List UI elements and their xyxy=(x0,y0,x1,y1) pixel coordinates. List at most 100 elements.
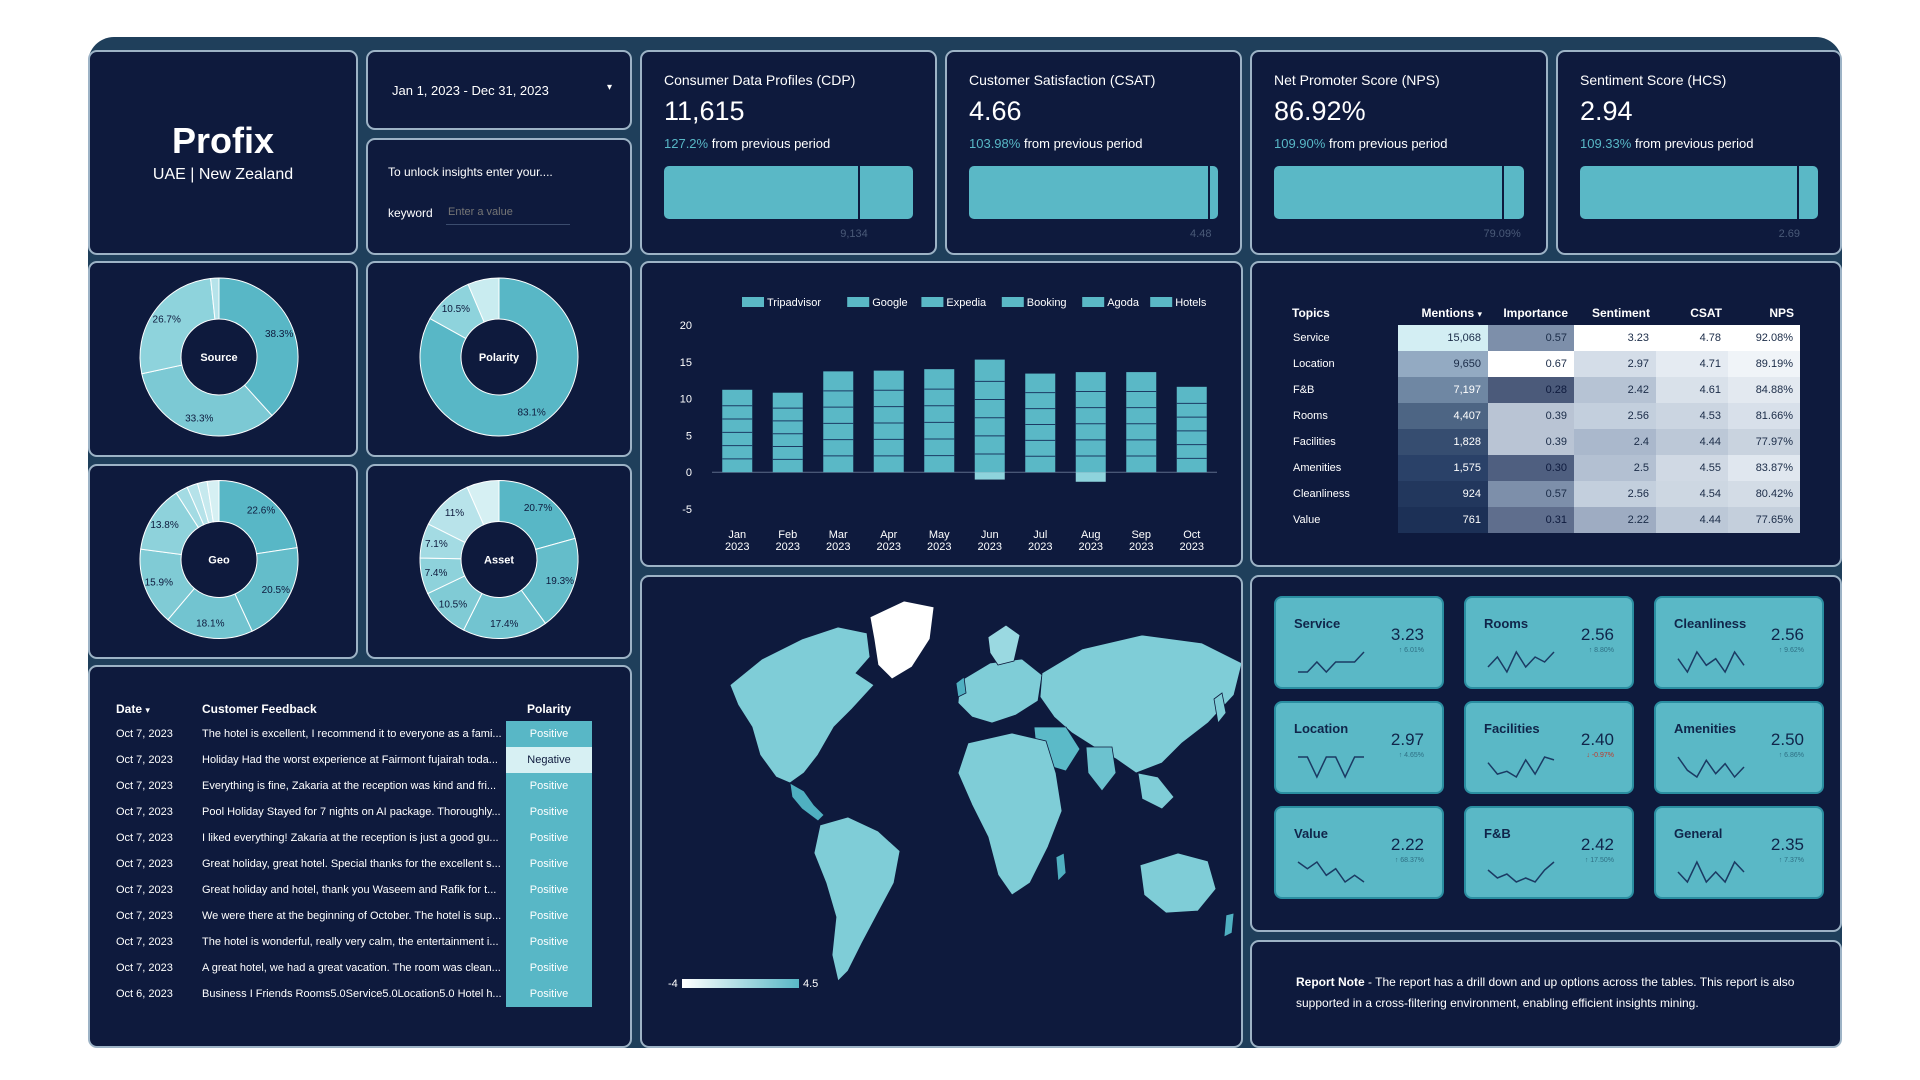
review-volume-chart[interactable]: Tripadvisor Google Expedia Booking Agoda Hote… xyxy=(642,263,1241,565)
nps-cell: 77.65% xyxy=(1728,507,1800,533)
donut-slice[interactable] xyxy=(218,277,299,417)
feedback-row[interactable]: Oct 7, 2023 The hotel is excellent, I rec… xyxy=(116,721,592,747)
donut-slice[interactable] xyxy=(498,479,576,550)
feedback-row[interactable]: Oct 7, 2023 Holiday Had the worst experie… xyxy=(116,747,592,773)
bar[interactable] xyxy=(1025,373,1056,473)
sparkline-line xyxy=(1487,650,1555,674)
topic-row[interactable]: Cleanliness 924 0.57 2.56 4.54 80.42% xyxy=(1286,481,1800,507)
bar[interactable] xyxy=(1176,386,1207,473)
kpi-change-text: from previous period xyxy=(1023,136,1143,151)
polarity-donut-card[interactable]: 83.1% 10.5% Polarity xyxy=(366,261,632,457)
donut-slice[interactable] xyxy=(218,479,298,555)
feedback-row[interactable]: Oct 7, 2023 Everything is fine, Zakaria a… xyxy=(116,773,592,799)
date-range-select[interactable]: Jan 1, 2023 - Dec 31, 2023 ▾ xyxy=(392,82,612,104)
kpi-change: 109.33% from previous period xyxy=(1580,136,1753,151)
col-feedback[interactable]: Customer Feedback xyxy=(202,702,317,716)
score-tile-facilities[interactable]: Facilities 2.40 ↓ -0.97% xyxy=(1464,701,1634,794)
bar-negative[interactable] xyxy=(1075,472,1106,482)
feedback-row[interactable]: Oct 7, 2023 The hotel is wonderful, reall… xyxy=(116,929,592,955)
feedback-row[interactable]: Oct 7, 2023 Pool Holiday Stayed for 7 nig… xyxy=(116,799,592,825)
legend-item[interactable]: Booking xyxy=(1027,297,1067,309)
bar[interactable] xyxy=(924,369,955,473)
score-tile-amenities[interactable]: Amenities 2.50 ↑ 6.86% xyxy=(1654,701,1824,794)
legend-item[interactable]: Expedia xyxy=(946,297,987,309)
topic-row[interactable]: Rooms 4,407 0.39 2.56 4.53 81.66% xyxy=(1286,403,1800,429)
kpi-value: 4.66 xyxy=(969,96,1022,126)
csat-cell: 4.55 xyxy=(1656,455,1728,481)
feedback-row[interactable]: Oct 7, 2023 I liked everything! Zakaria a… xyxy=(116,825,592,851)
score-tile-cleanliness[interactable]: Cleanliness 2.56 ↑ 9.62% xyxy=(1654,596,1824,689)
feedback-row[interactable]: Oct 7, 2023 We were there at the beginnin… xyxy=(116,903,592,929)
col-polarity[interactable]: Polarity xyxy=(526,702,571,716)
kpi-change-pct: 103.98% xyxy=(969,136,1021,151)
nps-cell: 81.66% xyxy=(1728,403,1800,429)
bar[interactable] xyxy=(974,359,1005,473)
donut-slice[interactable] xyxy=(206,479,220,523)
topic-row[interactable]: Facilities 1,828 0.39 2.4 4.44 77.97% xyxy=(1286,429,1800,455)
topic-row[interactable]: Value 761 0.31 2.22 4.44 77.65% xyxy=(1286,507,1800,533)
donut-slice[interactable] xyxy=(467,277,500,323)
tile-delta: ↑ 17.50% xyxy=(1584,857,1614,864)
col-mentions[interactable]: Mentions ▾ xyxy=(1398,301,1488,325)
donut-slice[interactable] xyxy=(419,277,579,437)
geo-donut-card[interactable]: 22.6% 20.5% 18.1% 15.9% 13.8% Geo xyxy=(88,464,358,659)
legend-item[interactable]: Hotels xyxy=(1175,297,1207,309)
kpi-target-marker xyxy=(1796,162,1799,222)
donut-slice[interactable] xyxy=(141,364,273,437)
importance-cell: 0.57 xyxy=(1488,325,1574,351)
topic-row[interactable]: F&B 7,197 0.28 2.42 4.61 84.88% xyxy=(1286,377,1800,403)
asset-donut[interactable]: 20.7% 19.3% 17.4% 10.5% 7.4% 7.1% 11% Asset xyxy=(368,466,630,657)
topic-row[interactable]: Amenities 1,575 0.30 2.5 4.55 83.87% xyxy=(1286,455,1800,481)
x-tick-label: 2023 xyxy=(1079,541,1103,553)
score-tile-value[interactable]: Value 2.22 ↑ 68.37% xyxy=(1274,806,1444,899)
kpi-title: Customer Satisfaction (CSAT) xyxy=(969,72,1156,88)
feedback-row[interactable]: Oct 7, 2023 Great holiday and hotel, than… xyxy=(116,877,592,903)
score-tile-general[interactable]: General 2.35 ↑ 7.37% xyxy=(1654,806,1824,899)
feedback-row[interactable]: Oct 6, 2023 Business I Friends Rooms5.0Se… xyxy=(116,981,592,1007)
polarity-donut[interactable]: 83.1% 10.5% Polarity xyxy=(368,263,630,455)
x-tick-label: 2023 xyxy=(1180,541,1204,553)
col-topics[interactable]: Topics xyxy=(1292,306,1330,320)
world-map[interactable]: -4 4.5 xyxy=(642,577,1241,1046)
bar[interactable] xyxy=(873,370,904,473)
bar[interactable] xyxy=(1075,372,1106,473)
score-tile-rooms[interactable]: Rooms 2.56 ↑ 8.80% xyxy=(1464,596,1634,689)
feedback-row[interactable]: Oct 7, 2023 Great holiday, great hotel. S… xyxy=(116,851,592,877)
asset-donut-card[interactable]: 20.7% 19.3% 17.4% 10.5% 7.4% 7.1% 11% Asset xyxy=(366,464,632,659)
score-tile-location[interactable]: Location 2.97 ↑ 4.65% xyxy=(1274,701,1444,794)
topic-row[interactable]: Service 15,068 0.57 3.23 4.78 92.08% xyxy=(1286,325,1800,351)
col-date[interactable]: Date ▾ xyxy=(116,697,202,721)
bar[interactable] xyxy=(772,392,803,473)
bar[interactable] xyxy=(1126,372,1157,473)
x-tick-label: 2023 xyxy=(927,541,951,553)
legend-item[interactable]: Tripadvisor xyxy=(767,297,821,309)
topic-name: Rooms xyxy=(1286,403,1398,429)
geo-donut[interactable]: 22.6% 20.5% 18.1% 15.9% 13.8% Geo xyxy=(90,466,356,657)
keyword-input[interactable] xyxy=(446,200,570,225)
bar[interactable] xyxy=(823,371,854,473)
score-tile-fb[interactable]: F&B 2.42 ↑ 17.50% xyxy=(1464,806,1634,899)
report-note-text: - The report has a drill down and up opt… xyxy=(1296,975,1795,1010)
col-csat[interactable]: CSAT xyxy=(1690,306,1722,320)
col-importance[interactable]: Importance xyxy=(1503,306,1568,320)
col-nps[interactable]: NPS xyxy=(1769,306,1794,320)
col-mentions-label: Mentions xyxy=(1421,306,1475,320)
source-donut[interactable]: 38.3% 33.3% 26.7% Source xyxy=(90,263,356,455)
legend-item[interactable]: Google xyxy=(872,297,907,309)
donut-slice[interactable] xyxy=(139,277,216,375)
feedback-row[interactable]: Oct 7, 2023 A great hotel, we had a great… xyxy=(116,955,592,981)
sort-desc-icon: ▾ xyxy=(1477,309,1482,319)
topic-row[interactable]: Location 9,650 0.67 2.97 4.71 89.19% xyxy=(1286,351,1800,377)
legend-item[interactable]: Agoda xyxy=(1107,297,1140,309)
tile-value: 2.40 xyxy=(1580,730,1614,749)
col-sentiment[interactable]: Sentiment xyxy=(1591,306,1650,320)
source-donut-card[interactable]: 38.3% 33.3% 26.7% Source xyxy=(88,261,358,457)
bar-negative[interactable] xyxy=(974,472,1005,480)
kpi-value: 2.94 xyxy=(1580,96,1633,126)
x-tick-label: 2023 xyxy=(776,541,800,553)
score-tile-service[interactable]: Service 3.23 ↑ 6.01% xyxy=(1274,596,1444,689)
donut-slice[interactable] xyxy=(210,277,220,320)
donut-slice[interactable] xyxy=(466,479,500,526)
feedback-date: Oct 7, 2023 xyxy=(116,728,173,740)
bar[interactable] xyxy=(722,389,753,473)
